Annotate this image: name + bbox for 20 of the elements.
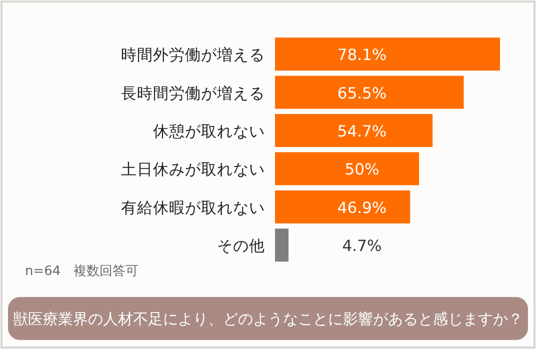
text: n=64 複数回答可 <box>25 264 139 279</box>
y-tick-label: 土日休みが取れない <box>121 160 265 179</box>
bar <box>275 114 433 147</box>
bar <box>275 190 410 224</box>
bar <box>275 76 464 109</box>
data-label: 54.7% <box>337 122 387 140</box>
text: 獣医療業界の人材不足により、どのようなことに影響があると感じますか？ <box>13 310 523 328</box>
data-label: 50% <box>344 160 380 179</box>
data-label: 78.1% <box>337 46 387 64</box>
bar <box>275 228 289 262</box>
bar <box>275 152 420 186</box>
y-tick-label: 有給休暇が取れない <box>121 198 265 217</box>
y-tick-label: その他 <box>217 237 265 256</box>
data-label: 46.9% <box>337 198 387 217</box>
y-tick-label: 長時間労働が増える <box>121 84 265 102</box>
data-label: 65.5% <box>337 84 387 102</box>
data-label: 4.7% <box>342 237 382 256</box>
y-tick-label: 休憩が取れない <box>153 122 265 140</box>
bar <box>275 38 500 71</box>
y-tick-label: 時間外労働が増える <box>121 46 265 64</box>
